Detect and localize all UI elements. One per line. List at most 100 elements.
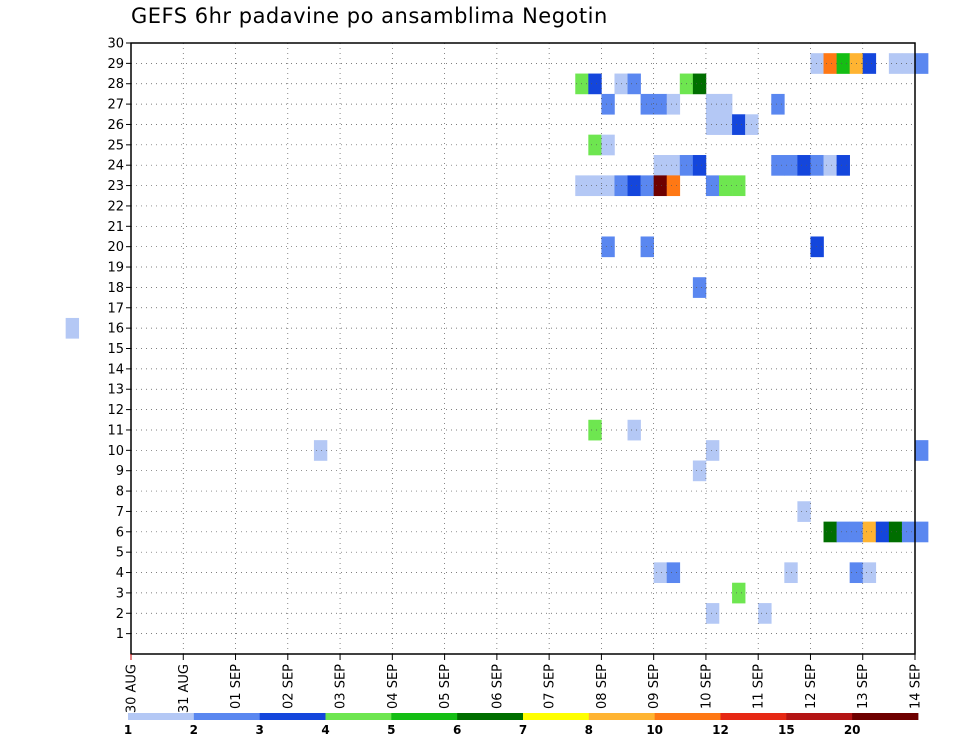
legend-label: 2 <box>190 723 198 737</box>
heatmap-cell <box>823 521 837 543</box>
x-tick-label: 14 SEP <box>909 664 924 709</box>
y-tick-label: 23 <box>107 179 124 194</box>
y-tick-label: 5 <box>116 546 124 561</box>
heatmap-cell <box>862 521 877 543</box>
y-tick-label: 28 <box>107 77 124 92</box>
legend-swatch <box>457 713 524 720</box>
legend-label: 5 <box>387 723 395 737</box>
heatmap-cell <box>836 521 850 543</box>
heatmap-cell <box>732 114 746 135</box>
heatmap-cell <box>810 236 824 258</box>
heatmap-cell <box>901 53 916 74</box>
heatmap-cell <box>588 419 602 441</box>
y-tick-label: 10 <box>107 444 124 459</box>
heatmap-cell <box>588 134 602 156</box>
heatmap-cell <box>915 440 929 461</box>
heatmap-cell <box>705 114 720 135</box>
y-tick-label: 18 <box>107 281 124 296</box>
heatmap-cell <box>653 155 668 176</box>
heatmap-cell <box>705 93 720 115</box>
heatmap-cell <box>627 175 641 197</box>
x-tick-label: 04 SEP <box>386 664 401 709</box>
heatmap-cell <box>313 440 328 461</box>
x-tick-label: 09 SEP <box>647 664 662 709</box>
heatmap-cell <box>797 501 811 522</box>
heatmap-cell <box>915 521 929 543</box>
y-tick-label: 25 <box>107 138 124 153</box>
heatmap-cell <box>627 419 641 441</box>
legend-label: 6 <box>453 723 461 737</box>
x-tick-label: 31 AUG <box>177 664 192 713</box>
heatmap-cell <box>666 562 681 584</box>
heatmap-cell <box>640 236 654 258</box>
x-tick-label: 30 AUG <box>125 664 140 713</box>
y-tick-label: 2 <box>116 607 124 622</box>
legend-swatch <box>391 713 458 720</box>
y-tick-label: 13 <box>107 383 124 398</box>
x-tick-label: 07 SEP <box>543 664 558 709</box>
heatmap-cell <box>705 440 720 461</box>
legend-label: 15 <box>778 723 795 737</box>
heatmap-cell <box>810 53 824 74</box>
y-tick-label: 22 <box>107 199 124 214</box>
heatmap-cell <box>705 603 720 624</box>
y-tick-label: 27 <box>107 98 124 113</box>
heatmap-cell <box>862 562 877 584</box>
y-tick-label: 16 <box>107 322 124 337</box>
heatmap-cell <box>627 73 641 95</box>
heatmap-cell <box>732 175 746 197</box>
heatmap-cell <box>65 317 80 339</box>
legend-swatch <box>523 713 590 720</box>
x-tick-label: 03 SEP <box>334 664 349 709</box>
heatmap-cell <box>692 277 707 298</box>
legend-swatch <box>193 713 261 720</box>
heatmap-cell <box>653 93 668 115</box>
heatmap-cell <box>705 175 720 197</box>
color-legend: 1 2 3 4 5 6 7 8 10 12 15 20 <box>124 713 919 737</box>
y-tick-label: 1 <box>116 627 124 642</box>
heatmap-cell <box>862 53 877 74</box>
x-tick-label: 12 SEP <box>804 664 819 709</box>
x-tick-label: 10 SEP <box>699 664 714 709</box>
legend-swatch <box>588 713 656 720</box>
heatmap-cell <box>758 603 772 624</box>
legend-label: 20 <box>844 723 861 737</box>
heatmap-cell <box>732 582 746 604</box>
y-tick-label: 26 <box>107 118 124 133</box>
legend-swatch <box>259 713 326 720</box>
y-tick-label: 17 <box>107 301 124 316</box>
x-axis: 30 AUG 31 AUG 01 SEP 02 SEP 03 SEP 04 SEP 05 S… <box>125 654 924 713</box>
heatmap-cell <box>823 155 837 176</box>
legend-label: 12 <box>712 723 729 737</box>
heatmap-cell <box>692 155 707 176</box>
chart-title: GEFS 6hr padavine po ansamblima Negotin <box>131 4 608 28</box>
y-tick-label: 19 <box>107 261 124 276</box>
x-tick-label: 05 SEP <box>438 664 453 709</box>
legend-swatch <box>325 713 392 720</box>
legend-swatch <box>720 713 787 720</box>
legend-label: 1 <box>124 723 132 737</box>
y-tick-label: 24 <box>107 159 124 174</box>
heatmap-cell <box>915 53 929 74</box>
legend-label: 7 <box>519 723 527 737</box>
heatmap-cell <box>640 93 654 115</box>
heatmap-cell <box>823 53 837 74</box>
heatmap-cell <box>836 155 850 176</box>
heatmap-cell <box>640 175 654 197</box>
heatmap-cell <box>901 521 916 543</box>
y-tick-label: 21 <box>107 220 124 235</box>
heatmap-cell <box>888 53 903 74</box>
heatmap-cell <box>888 521 903 543</box>
y-tick-label: 3 <box>116 586 124 601</box>
x-tick-label: 08 SEP <box>595 664 610 709</box>
heatmap-cell <box>836 53 850 74</box>
cells-layer <box>65 53 929 624</box>
legend-swatch <box>786 713 853 720</box>
x-tick-label: 11 SEP <box>752 664 767 709</box>
x-tick-label: 13 SEP <box>856 664 871 709</box>
heatmap-cell <box>601 175 615 197</box>
heatmap-cell <box>810 155 824 176</box>
legend-label: 4 <box>321 723 329 737</box>
heatmap-cell <box>588 73 602 95</box>
